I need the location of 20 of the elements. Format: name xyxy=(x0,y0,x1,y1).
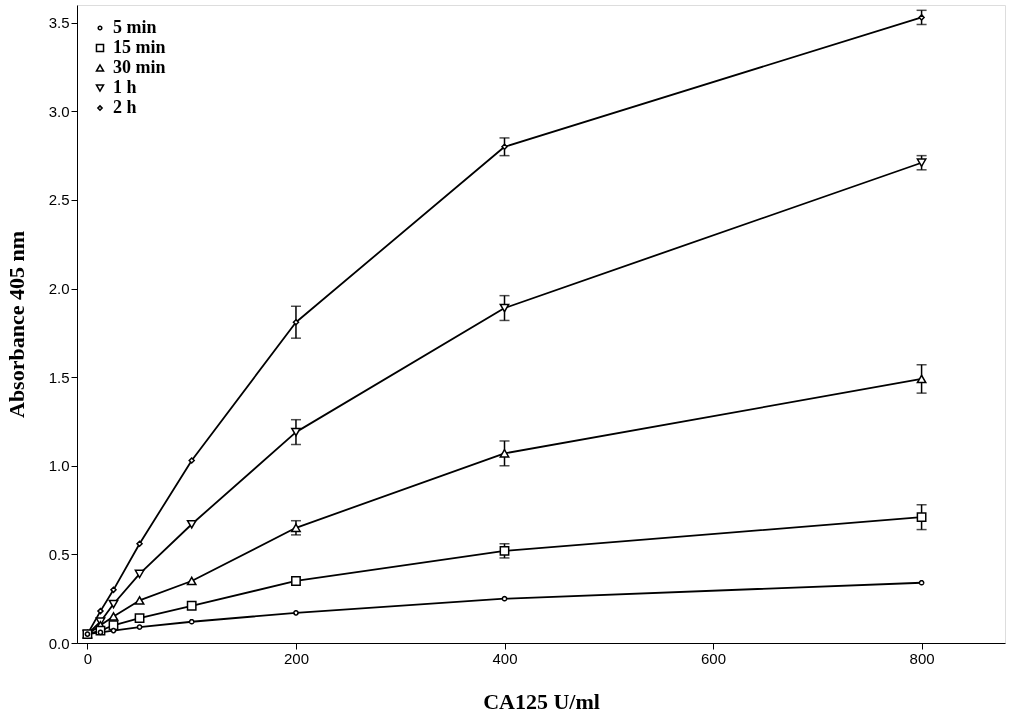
x-tick-label: 200 xyxy=(283,649,309,667)
x-tick-label: 400 xyxy=(492,649,518,667)
y-tick-label: 3.0 xyxy=(48,102,70,120)
y-tick-label: 2.5 xyxy=(48,191,70,209)
x-axis-title: CA125 U/ml xyxy=(483,688,600,714)
x-tick-label: 0 xyxy=(83,649,93,667)
legend-label: 30 min xyxy=(113,57,166,77)
legend-label: 5 min xyxy=(113,17,157,37)
y-tick-label: 0.5 xyxy=(48,545,70,563)
x-tick-label: 800 xyxy=(909,649,935,667)
legend-label: 15 min xyxy=(113,37,166,57)
legend-label: 2 h xyxy=(113,97,137,117)
y-axis-title: Absorbance 405 nm xyxy=(3,230,29,419)
legend-label: 1 h xyxy=(113,77,137,97)
y-tick-label: 0.0 xyxy=(48,634,70,652)
y-tick-label: 3.5 xyxy=(48,14,70,32)
y-tick-label: 1.5 xyxy=(48,368,70,386)
y-tick-label: 2.0 xyxy=(48,280,70,298)
x-tick-label: 600 xyxy=(701,649,727,667)
y-tick-label: 1.0 xyxy=(48,457,70,475)
